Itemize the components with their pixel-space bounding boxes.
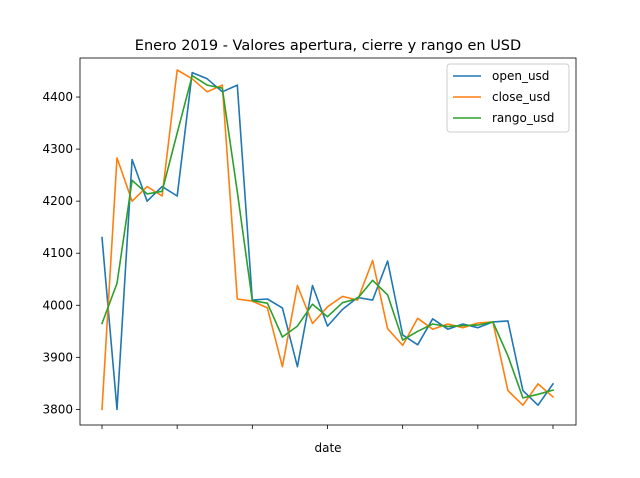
legend-label-rango_usd: rango_usd [492, 111, 554, 125]
y-tick-label: 4300 [42, 142, 73, 156]
series-line-rango_usd [100, 74, 554, 399]
y-tick-label: 4200 [42, 194, 73, 208]
legend-box [446, 63, 570, 133]
chart-title: Enero 2019 - Valores apertura, cierre y … [135, 38, 521, 54]
axes-frame [79, 57, 577, 426]
y-tick-label: 4400 [42, 90, 73, 104]
x-axis [101, 425, 554, 429]
series-layer [100, 69, 555, 411]
legend-label-open_usd: open_usd [492, 69, 549, 83]
y-tick-label: 4100 [42, 246, 73, 260]
y-tick-label: 3800 [42, 402, 73, 416]
legend: open_usd close_usd rango_usd [446, 63, 570, 133]
y-tick-label: 4000 [42, 298, 73, 312]
y-tick-label: 3900 [42, 350, 73, 364]
series-line-close_usd [101, 69, 555, 411]
x-axis-label: date [314, 441, 341, 455]
y-axis: 3800 3900 4000 4100 4200 4300 4400 [42, 90, 80, 416]
series-line-open_usd [101, 71, 555, 411]
legend-label-close_usd: close_usd [492, 90, 550, 104]
